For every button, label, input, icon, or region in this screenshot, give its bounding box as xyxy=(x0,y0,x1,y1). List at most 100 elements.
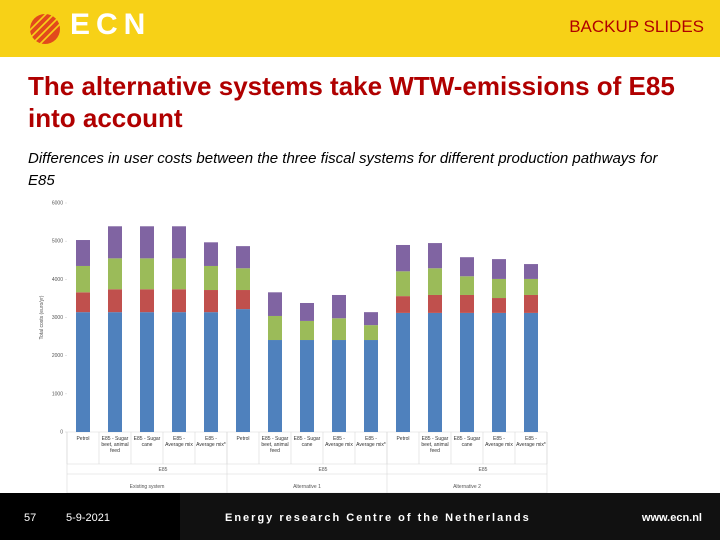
bar-segment xyxy=(460,312,474,432)
bar-segment xyxy=(204,242,218,266)
bar-segment xyxy=(76,292,90,313)
chart: 0 1000 2000 3000 4000 5000 6000 Total costs (eu… xyxy=(39,200,548,493)
x-tick-label-box: E85 - Sugar beet, animal feed xyxy=(261,436,288,454)
bar-segment xyxy=(236,290,250,310)
group-sub-label: E85 xyxy=(159,467,168,473)
bar-segment xyxy=(396,296,410,313)
x-tick-label-box: E85 - Sugar beet, animal feed xyxy=(101,436,129,454)
bar-segment xyxy=(492,298,506,313)
group-sub-label: E85 xyxy=(479,467,488,473)
x-tick-label-box: E85 - Sugar beet, animal feed xyxy=(421,436,449,454)
bar-segment xyxy=(140,226,154,259)
y-tick-label: 1000 xyxy=(52,391,63,397)
bar-segment xyxy=(364,312,378,326)
bar-segment xyxy=(492,259,506,279)
x-tick-label: Petrol xyxy=(396,436,410,442)
bar-segment xyxy=(396,271,410,297)
bar-segment xyxy=(204,312,218,432)
x-tick-label-box: E85 - Sugar cane xyxy=(453,436,481,448)
bar-segment xyxy=(108,312,122,432)
bar-segment xyxy=(300,302,314,321)
footer-band-right xyxy=(180,493,720,540)
bar-segment xyxy=(172,312,186,432)
website: www.ecn.nl xyxy=(641,512,702,524)
bar-segment xyxy=(108,258,122,290)
x-tick-label: E85 - Average mix* xyxy=(516,436,546,448)
x-tick-label: E85 - Average mix xyxy=(485,436,513,448)
x-tick-label: E85 - Sugar cane xyxy=(293,436,321,448)
bar-segment xyxy=(172,226,186,259)
x-tick-label: Petrol xyxy=(236,436,250,442)
x-tick-label: E85 - Sugar cane xyxy=(453,436,481,448)
slide-subtitle: Differences in user costs between the th… xyxy=(28,150,658,189)
x-tick-label-box: E85 - Average mix* xyxy=(196,436,226,448)
x-tick-label: E85 - Average mix* xyxy=(356,436,386,448)
bar-segment xyxy=(428,243,442,269)
bar-segment xyxy=(364,325,378,341)
date: 5-9-2021 xyxy=(66,512,111,524)
y-tick-label: 5000 xyxy=(52,239,63,245)
x-tick-label-box: E85 - Sugar cane xyxy=(293,436,321,448)
x-tick-label: E85 - Sugar cane xyxy=(133,436,161,448)
bar-segment xyxy=(428,268,442,295)
x-tick-label: E85 - Average mix xyxy=(325,436,353,448)
bar-segment xyxy=(460,276,474,295)
organisation: Energy research Centre of the Netherland… xyxy=(225,512,531,524)
bar-segment xyxy=(172,289,186,313)
logo-icon xyxy=(28,12,62,46)
y-tick-label: 4000 xyxy=(52,277,63,283)
bar-segment xyxy=(428,294,442,313)
bar-segment xyxy=(300,320,314,341)
x-tick-label: E85 - Average mix* xyxy=(196,436,226,448)
bar-segment xyxy=(524,312,538,432)
bar-segment xyxy=(76,265,90,293)
bar-segment xyxy=(108,289,122,313)
slide-title: The alternative systems take WTW-emissio… xyxy=(28,71,675,133)
x-tick-label-box: E85 - Average mix xyxy=(325,436,353,448)
x-tick-label-box: E85 - Average mix* xyxy=(516,436,546,448)
bar-segment xyxy=(76,312,90,432)
group-label: Alternative 1 xyxy=(293,484,321,490)
bar-segment xyxy=(140,258,154,290)
bar-segment xyxy=(492,312,506,432)
bar-segment xyxy=(140,289,154,313)
bar-segment xyxy=(428,312,442,432)
section-label: BACKUP SLIDES xyxy=(569,17,704,36)
bar-segment xyxy=(236,309,250,432)
x-tick-label-box: Petrol xyxy=(76,436,90,442)
bar-segment xyxy=(492,278,506,299)
bar-segment xyxy=(268,340,282,432)
x-tick-label-box: E85 - Average mix xyxy=(485,436,513,448)
bar-segment xyxy=(268,315,282,341)
x-tick-label-box: E85 - Average mix* xyxy=(356,436,386,448)
bar-segment xyxy=(204,290,218,313)
logo-text: ECN xyxy=(70,8,152,41)
x-tick-label-box: Petrol xyxy=(396,436,410,442)
header-band xyxy=(0,0,720,57)
x-tick-label: E85 - Sugar beet, animal feed xyxy=(421,436,449,454)
bar-segment xyxy=(172,258,186,290)
bar-segment xyxy=(524,278,538,295)
group-label: Existing system xyxy=(130,484,165,490)
y-tick-label: 0 xyxy=(60,430,63,436)
x-tick-label: E85 - Average mix xyxy=(165,436,193,448)
bar-segment xyxy=(364,340,378,432)
bar-segment xyxy=(236,268,250,291)
x-tick-label-box: E85 - Average mix xyxy=(165,436,193,448)
bar-segment xyxy=(396,312,410,432)
y-tick-label: 2000 xyxy=(52,353,63,359)
bar-segment xyxy=(332,294,346,319)
bar-segment xyxy=(268,292,282,316)
bar-segment xyxy=(204,265,218,291)
bar-segment xyxy=(332,318,346,341)
x-tick-label-box: E85 - Sugar cane xyxy=(133,436,161,448)
x-tick-label: E85 - Sugar beet, animal feed xyxy=(101,436,129,454)
bar-segment xyxy=(524,264,538,279)
y-axis-label: Total costs (euro/yr) xyxy=(39,295,45,339)
bar-segment xyxy=(108,226,122,259)
bar-segment xyxy=(236,246,250,269)
bar-segment xyxy=(524,294,538,313)
y-tick-label: 6000 xyxy=(52,201,63,207)
x-tick-label: Petrol xyxy=(76,436,90,442)
